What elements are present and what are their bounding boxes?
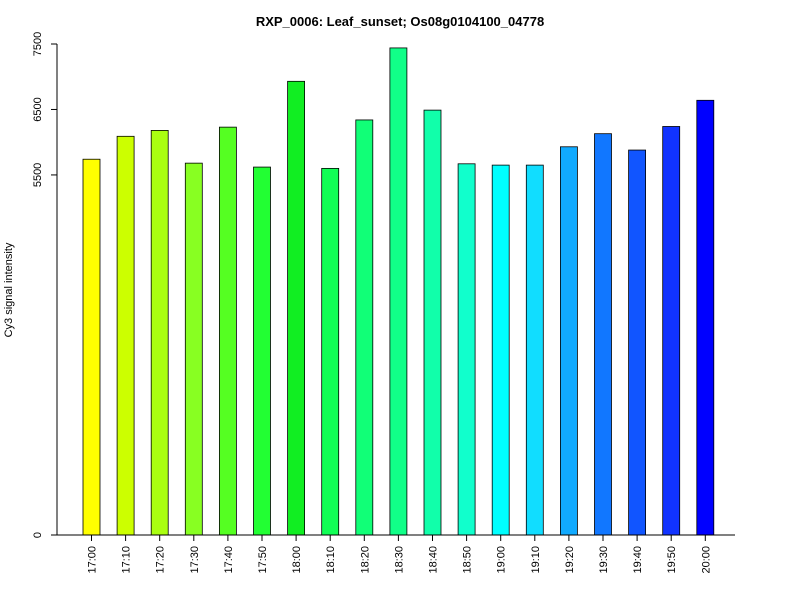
bar-1750 bbox=[253, 166, 271, 536]
y-tick-label: 6500 bbox=[32, 97, 44, 121]
x-axis: 17:00 17:10 17:20 17:30 17:40 17:50 18:00 18:10… bbox=[57, 534, 735, 574]
bar-1840 bbox=[423, 109, 442, 536]
chart-title: RXP_0006: Leaf_sunset; Os08g0104100_0477… bbox=[256, 14, 544, 29]
bar-1720 bbox=[150, 130, 169, 536]
y-axis-label: Cy3 signal intensity bbox=[3, 242, 15, 337]
bar-1710 bbox=[116, 135, 135, 536]
bar-1940 bbox=[628, 149, 646, 536]
x-tick-label: 19:30 bbox=[598, 546, 610, 574]
bar-1830 bbox=[389, 47, 408, 536]
x-tick-label: 18:30 bbox=[393, 546, 405, 574]
x-tick-label: 17:30 bbox=[189, 546, 201, 574]
bar-1930 bbox=[594, 133, 612, 536]
x-tick-label: 17:00 bbox=[87, 546, 99, 574]
x-tick-label: 19:40 bbox=[632, 546, 644, 574]
x-tick-label: 18:50 bbox=[462, 546, 474, 574]
x-tick-label: 19:50 bbox=[666, 546, 678, 574]
bar-1900 bbox=[491, 164, 510, 536]
bar-1950 bbox=[662, 126, 681, 536]
x-tick-label: 17:40 bbox=[223, 546, 235, 574]
x-tick-label: 18:20 bbox=[359, 546, 371, 574]
x-tick-label: 17:10 bbox=[121, 546, 133, 574]
bar-1730 bbox=[184, 162, 203, 536]
bar-1850 bbox=[457, 163, 476, 536]
bar-1910 bbox=[525, 164, 544, 536]
y-axis: 0 5500 6500 7500 bbox=[32, 32, 58, 538]
bar-1740 bbox=[218, 126, 237, 536]
x-tick-label: 17:20 bbox=[155, 546, 167, 574]
x-tick-label: 19:00 bbox=[496, 546, 508, 574]
bar-2000 bbox=[696, 99, 715, 536]
bar-1920 bbox=[560, 146, 578, 536]
x-tick-label: 18:00 bbox=[291, 546, 303, 574]
bar-1700 bbox=[82, 158, 101, 536]
x-tick-label: 17:50 bbox=[257, 546, 269, 574]
y-tick-label: 0 bbox=[32, 532, 44, 538]
x-tick-label: 19:10 bbox=[530, 546, 542, 574]
bars-group bbox=[82, 47, 715, 536]
x-tick-label: 18:10 bbox=[325, 546, 337, 574]
y-tick-label: 5500 bbox=[32, 163, 44, 187]
bar-1820 bbox=[355, 119, 374, 536]
bar-1810 bbox=[321, 167, 340, 536]
x-tick-label: 19:20 bbox=[564, 546, 576, 574]
x-tick-label: 18:40 bbox=[428, 546, 440, 574]
y-tick-label: 7500 bbox=[32, 32, 44, 56]
x-tick-label: 20:00 bbox=[700, 546, 712, 574]
bar-1800 bbox=[287, 80, 306, 536]
